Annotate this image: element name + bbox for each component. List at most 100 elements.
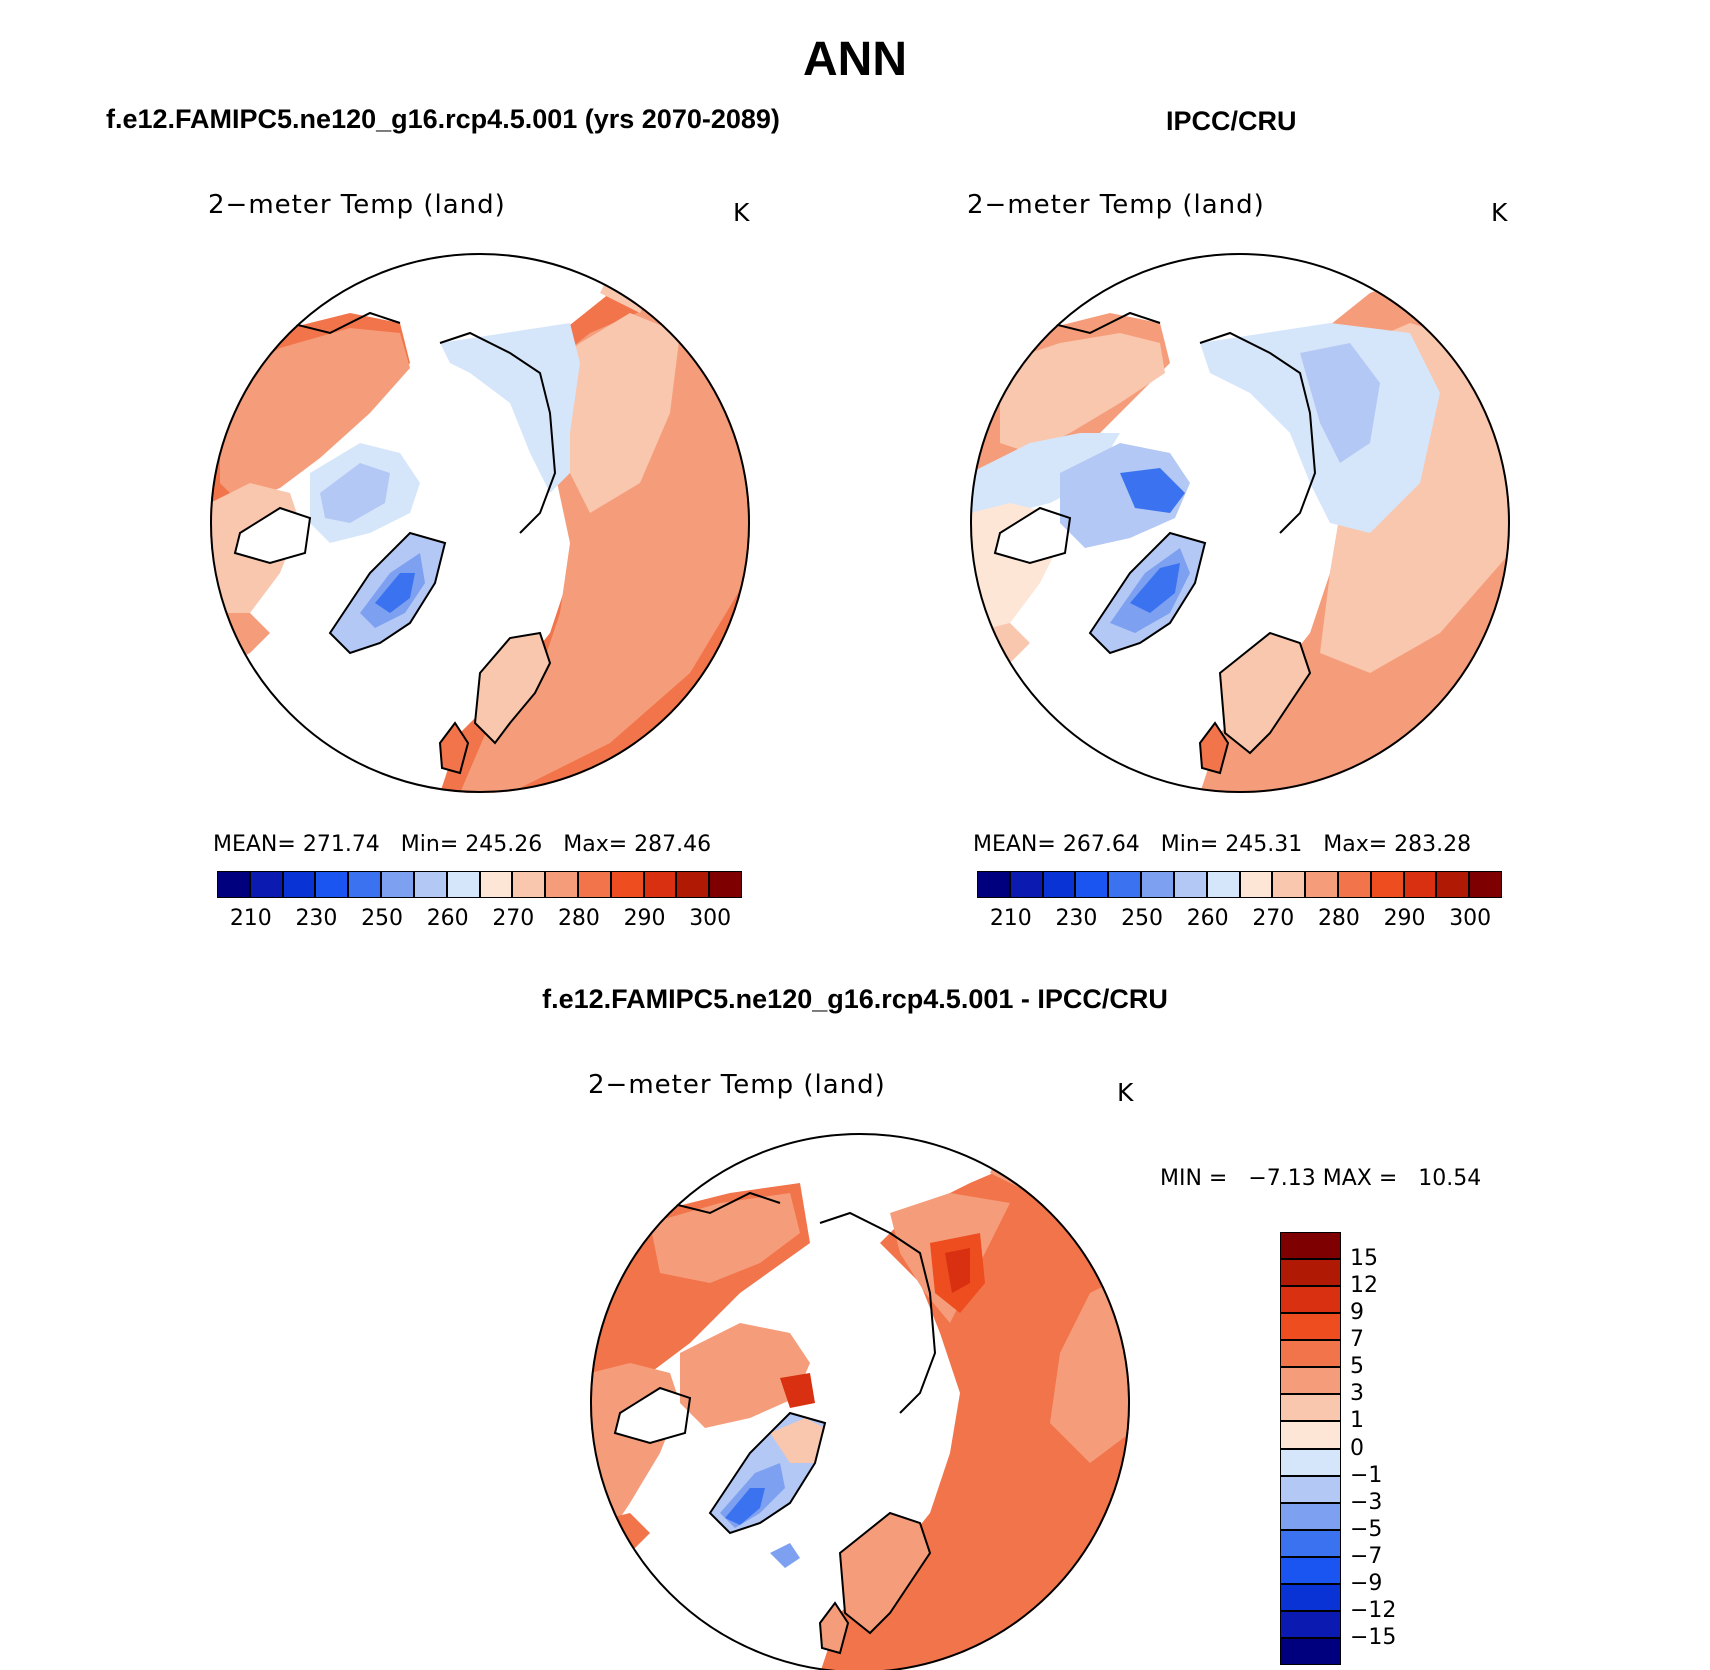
figure-title: ANN [803, 33, 907, 86]
model-colorbar-ticks: 210 230 250 260 270 280 290 300 [217, 906, 742, 936]
colorbar-box [1305, 871, 1338, 898]
colorbar-box [249, 871, 283, 898]
colorbar-box [479, 871, 513, 898]
colorbar-box [1280, 1448, 1341, 1476]
colorbar-box [1239, 871, 1273, 898]
model-tick-label: 290 [623, 906, 666, 931]
obs-tick-label: 290 [1383, 906, 1426, 931]
obs-variable-title: 2−meter Temp (land) [967, 190, 1265, 220]
colorbar-box [676, 871, 710, 898]
colorbar-box [282, 871, 316, 898]
colorbar-box [413, 871, 447, 898]
model-panel-title: f.e12.FAMIPC5.ne120_g16.rcp4.5.001 (yrs … [106, 104, 780, 134]
model-tick-label: 250 [361, 906, 404, 931]
obs-tick-label: 260 [1186, 906, 1229, 931]
obs-tick-label: 280 [1317, 906, 1360, 931]
colorbar-box [1280, 1286, 1341, 1314]
diff-tick-label: −9 [1350, 1570, 1383, 1596]
colorbar-box [577, 871, 611, 898]
diff-tick-label: 15 [1350, 1246, 1378, 1272]
diff-tick-label: 12 [1350, 1273, 1378, 1299]
colorbar-box [1009, 871, 1043, 898]
diff-variable-title: 2−meter Temp (land) [588, 1070, 886, 1100]
diff-tick-label: −1 [1350, 1462, 1383, 1488]
colorbar-box [348, 871, 382, 898]
model-stats: MEAN= 271.74 Min= 245.26 Max= 287.46 [213, 832, 712, 857]
obs-unit-label: K [1491, 198, 1508, 227]
model-unit-label: K [733, 198, 750, 227]
diff-tick-label: 9 [1350, 1300, 1364, 1326]
obs-tick-label: 270 [1252, 906, 1295, 931]
colorbar-box [315, 871, 349, 898]
model-tick-label: 210 [229, 906, 272, 931]
colorbar-box [643, 871, 677, 898]
diff-polar-map [590, 1133, 1130, 1670]
model-tick-label: 260 [426, 906, 469, 931]
obs-min-value: 245.31 [1225, 832, 1303, 857]
obs-max-value: 283.28 [1394, 832, 1472, 857]
colorbar-box [1280, 1610, 1341, 1638]
colorbar-box [1280, 1475, 1341, 1503]
colorbar-box [1370, 871, 1404, 898]
diff-panel-title: f.e12.FAMIPC5.ne120_g16.rcp4.5.001 - IPC… [542, 984, 1168, 1014]
colorbar-box [1280, 1340, 1341, 1368]
diff-colorbar-ticks: 15 12 9 7 5 3 1 0 −1 −3 −5 −7 −9 −12 −15 [1350, 1232, 1450, 1665]
colorbar-box [1108, 871, 1142, 898]
obs-colorbar [977, 871, 1502, 898]
colorbar-box [1337, 871, 1371, 898]
obs-polar-map [970, 253, 1510, 793]
diff-tick-label: −15 [1350, 1624, 1397, 1650]
colorbar-box [977, 871, 1010, 898]
diff-max-value: 10.54 [1418, 1166, 1482, 1191]
diff-tick-label: −7 [1350, 1543, 1383, 1569]
model-colorbar [217, 871, 742, 898]
colorbar-box [1206, 871, 1240, 898]
model-tick-label: 300 [689, 906, 732, 931]
colorbar-box [1042, 871, 1076, 898]
diff-min-value: −7.13 [1248, 1166, 1316, 1191]
colorbar-box [1280, 1583, 1341, 1611]
diff-tick-label: 7 [1350, 1327, 1364, 1353]
colorbar-box [1469, 871, 1502, 898]
colorbar-box [1280, 1637, 1341, 1665]
diff-unit-label: K [1117, 1078, 1134, 1107]
colorbar-box [446, 871, 480, 898]
colorbar-box [1403, 871, 1437, 898]
colorbar-box [1280, 1529, 1341, 1557]
colorbar-box [1280, 1259, 1341, 1287]
colorbar-box [1280, 1502, 1341, 1530]
colorbar-box [1280, 1313, 1341, 1341]
model-mean-value: 271.74 [302, 832, 380, 857]
colorbar-box [1436, 871, 1470, 898]
obs-panel-title: IPCC/CRU [1166, 106, 1297, 136]
colorbar-box [381, 871, 414, 898]
colorbar-box [217, 871, 250, 898]
model-tick-label: 280 [557, 906, 600, 931]
colorbar-box [512, 871, 546, 898]
colorbar-box [1280, 1367, 1341, 1395]
diff-colorbar [1280, 1232, 1341, 1665]
colorbar-box [545, 871, 578, 898]
colorbar-box [610, 871, 644, 898]
obs-tick-label: 210 [989, 906, 1032, 931]
diff-tick-label: −3 [1350, 1489, 1383, 1515]
colorbar-box [1280, 1421, 1341, 1449]
diff-tick-label: −5 [1350, 1516, 1383, 1542]
obs-tick-label: 300 [1449, 906, 1492, 931]
model-min-value: 245.26 [465, 832, 543, 857]
diff-tick-label: 0 [1350, 1435, 1364, 1461]
colorbar-box [1173, 871, 1207, 898]
colorbar-box [1280, 1556, 1341, 1584]
colorbar-box [709, 871, 742, 898]
diff-tick-label: 3 [1350, 1381, 1364, 1407]
model-variable-title: 2−meter Temp (land) [208, 190, 506, 220]
colorbar-box [1272, 871, 1306, 898]
colorbar-box [1280, 1232, 1341, 1260]
obs-stats: MEAN= 267.64 Min= 245.31 Max= 283.28 [973, 832, 1472, 857]
diff-tick-label: 5 [1350, 1354, 1364, 1380]
obs-colorbar-ticks: 210 230 250 260 270 280 290 300 [977, 906, 1502, 936]
obs-mean-value: 267.64 [1062, 832, 1140, 857]
diff-tick-label: 1 [1350, 1408, 1364, 1434]
model-max-value: 287.46 [634, 832, 712, 857]
obs-tick-label: 250 [1121, 906, 1164, 931]
